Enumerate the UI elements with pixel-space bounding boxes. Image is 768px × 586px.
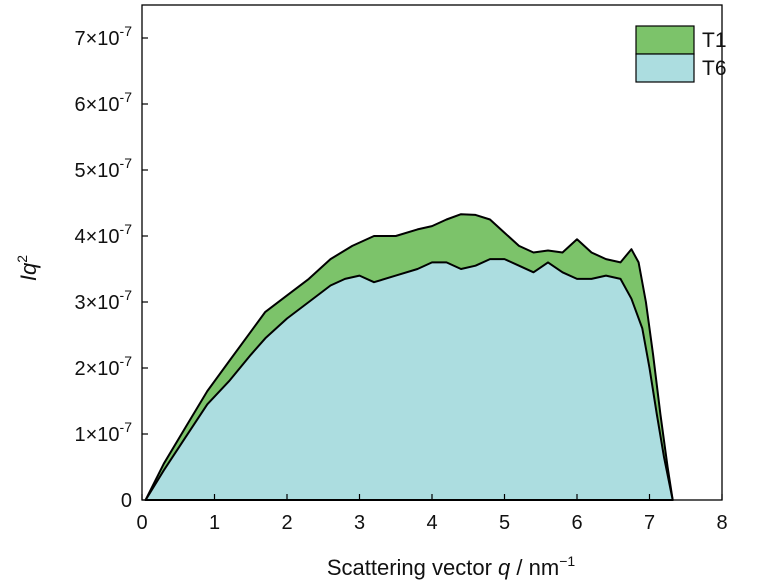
x-tick-label: 4 <box>426 512 437 534</box>
x-tick-label: 1 <box>209 512 220 534</box>
x-tick-label: 5 <box>499 512 510 534</box>
x-tick-label: 2 <box>281 512 292 534</box>
y-tick-label: 0 <box>121 490 132 512</box>
area-series-T6 <box>144 258 674 501</box>
y-tick-label: 4×10-7 <box>74 221 132 248</box>
y-tick-label: 1×10-7 <box>74 419 132 446</box>
legend-label-T1: T1 <box>702 29 727 52</box>
y-axis: 0 1×10-7 2×10-7 3×10-7 4×10-7 5×10-7 6×10-7 7×1… <box>74 23 148 512</box>
legend-label-T6: T6 <box>702 57 727 80</box>
y-axis-title: Iq2 <box>14 255 41 281</box>
chart-areas <box>144 213 674 501</box>
x-tick-label: 0 <box>136 512 147 534</box>
y-tick-label: 5×10-7 <box>74 155 132 182</box>
y-tick-label: 6×10-7 <box>74 89 132 116</box>
legend-swatch-T1 <box>635 25 695 55</box>
x-tick-label: 7 <box>644 512 655 534</box>
legend-swatch-T6 <box>635 53 695 83</box>
x-axis: 0 1 2 3 4 5 6 7 8 <box>136 494 728 534</box>
y-tick-label: 7×10-7 <box>74 23 132 50</box>
y-tick-label: 3×10-7 <box>74 287 132 314</box>
x-axis-title: Scattering vector q / nm−1 <box>327 553 576 580</box>
x-tick-label: 3 <box>354 512 365 534</box>
y-tick-label: 2×10-7 <box>74 353 132 380</box>
x-tick-label: 6 <box>571 512 582 534</box>
x-tick-label: 8 <box>716 512 727 534</box>
